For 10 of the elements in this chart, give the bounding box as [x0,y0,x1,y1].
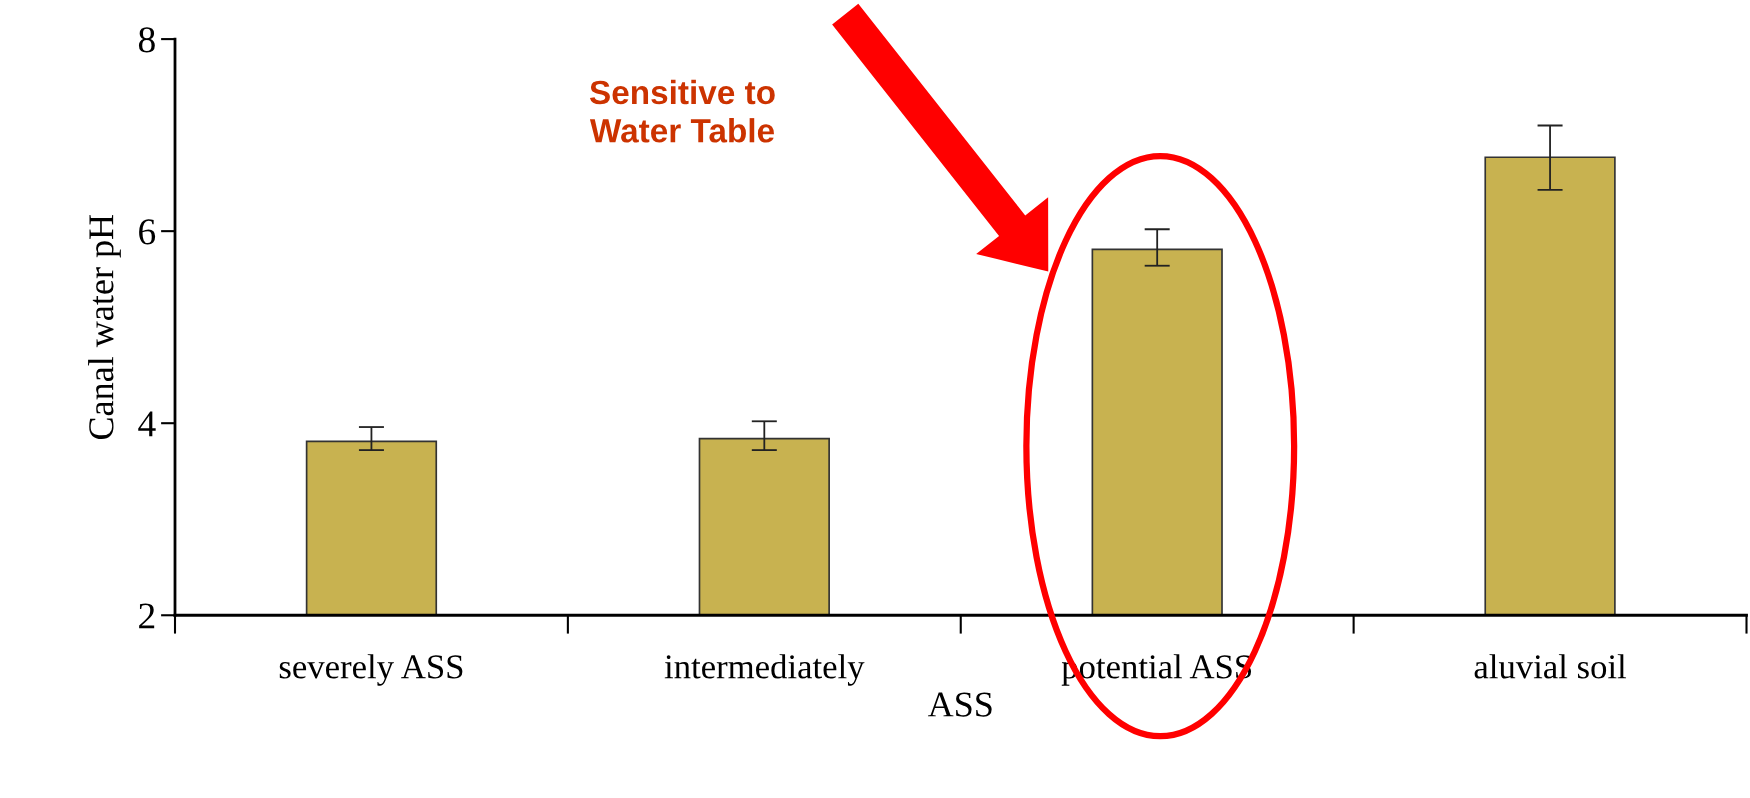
x-tick-label: intermediately [664,654,865,686]
annotation: Sensitive to Water Table [589,79,775,143]
y-tick-label: 6 [139,219,156,245]
x-tick-label: aluvial soil [1474,654,1627,679]
y-tick-label: 4 [138,411,156,437]
x-tick-label: severely ASS [279,654,463,686]
y-axis-title: Canal water pH [88,214,121,440]
y-tick-label: 8 [138,27,155,53]
y-tick-label: 2 [139,603,155,629]
x-axis-title: ASS [927,692,992,717]
